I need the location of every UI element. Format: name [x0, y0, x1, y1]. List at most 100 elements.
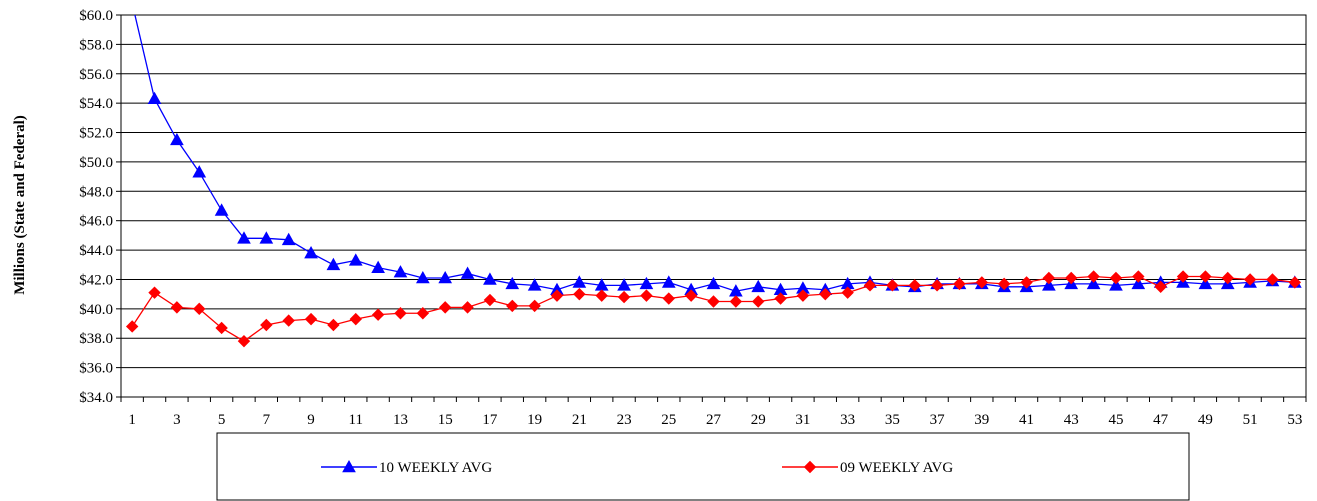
y-tick-label: $60.0 [79, 8, 113, 24]
y-tick-label: $52.0 [79, 126, 113, 142]
y-tick-label: $46.0 [79, 214, 113, 230]
data-point [505, 276, 520, 290]
data-point [326, 257, 341, 271]
data-point [1132, 270, 1145, 283]
data-point [617, 278, 631, 291]
gridlines [116, 14, 1306, 398]
y-tick-label: $50.0 [79, 155, 113, 171]
x-tick-label: 45 [1108, 412, 1123, 428]
data-point [215, 321, 228, 335]
x-tick-label: 39 [974, 412, 989, 428]
data-point [729, 295, 743, 308]
data-point [1288, 276, 1302, 289]
legend-item: 10 WEEKLY AVG [321, 459, 492, 476]
data-point [148, 286, 161, 299]
data-point [460, 266, 475, 279]
legend-items: 10 WEEKLY AVG 09 WEEKLY AVG [321, 459, 953, 476]
data-point [193, 302, 206, 316]
data-point [415, 270, 430, 284]
y-tick-labels: $34.0 $36.0 $38.0 $40.0 $42.0 $44.0 $46.0 $48.0… [79, 8, 113, 406]
data-point [930, 279, 944, 292]
y-tick-label: $38.0 [79, 331, 113, 347]
y-tick-label: $54.0 [79, 96, 113, 112]
x-tick-label: 43 [1064, 412, 1079, 428]
x-tick-label: 11 [349, 412, 363, 428]
x-tick-label: 19 [527, 412, 542, 428]
data-point [1086, 276, 1101, 290]
data-point [304, 245, 318, 259]
data-point [304, 312, 318, 326]
x-tick-label: 5 [218, 412, 226, 428]
data-point [997, 277, 1011, 291]
data-point [617, 290, 631, 304]
data-point [393, 265, 408, 278]
data-point [438, 301, 452, 314]
data-point [506, 299, 519, 313]
data-point [1176, 270, 1190, 283]
data-point [147, 91, 162, 105]
y-tick-label: $36.0 [79, 361, 113, 377]
data-point [1199, 270, 1212, 283]
x-tick-label: 7 [263, 412, 271, 428]
data-point [1131, 276, 1146, 290]
x-tick-label: 27 [706, 412, 722, 428]
data-point [662, 292, 675, 305]
data-point [416, 307, 430, 320]
data-point [1065, 271, 1078, 285]
data-point [259, 231, 274, 244]
legend-marker [342, 459, 356, 473]
data-point [572, 275, 587, 288]
legend-box [216, 432, 1190, 501]
y-tick-label: $56.0 [79, 67, 113, 83]
data-point [1042, 278, 1056, 291]
x-tick-label: 47 [1153, 412, 1169, 428]
data-point [260, 318, 273, 332]
y-tick-label: $40.0 [79, 302, 113, 318]
y-tick-label: $58.0 [79, 37, 113, 53]
x-tick-label: 31 [795, 412, 810, 428]
data-point [349, 312, 362, 326]
plot-border [120, 14, 1307, 398]
data-point [661, 275, 676, 288]
data-point [438, 270, 453, 284]
y-axis-title: Millions (State and Federal) [12, 115, 28, 295]
data-point [282, 314, 295, 327]
x-tick-label: 25 [661, 412, 676, 428]
x-tick-label: 35 [885, 412, 900, 428]
data-point [1221, 271, 1234, 285]
data-point [841, 286, 854, 299]
data-point [595, 289, 608, 302]
data-point [192, 165, 207, 178]
x-tick-label: 37 [930, 412, 946, 428]
data-point [953, 277, 966, 291]
x-tick-label: 17 [482, 412, 498, 428]
data-point [639, 276, 654, 290]
data-point [214, 203, 229, 216]
x-tick-label: 13 [393, 412, 408, 428]
data-point [327, 318, 340, 332]
legend-item: 09 WEEKLY AVG [782, 460, 953, 476]
data-point [550, 289, 564, 302]
data-point [886, 279, 899, 292]
x-tick-label: 23 [617, 412, 632, 428]
y-tick-label: $44.0 [79, 243, 113, 259]
legend-label: 10 WEEKLY AVG [379, 460, 492, 476]
x-tick-label: 29 [751, 412, 766, 428]
x-tick-label: 9 [307, 412, 315, 428]
x-tick-label: 3 [173, 412, 181, 428]
data-point [461, 301, 474, 314]
data-point [237, 231, 251, 244]
x-tick-label: 15 [438, 412, 453, 428]
data-point [237, 334, 251, 348]
data-point [528, 299, 541, 313]
legend-marker [803, 460, 817, 474]
data-point [819, 287, 832, 301]
series [125, 15, 1302, 348]
legend: 10 WEEKLY AVG 09 WEEKLY AVG [216, 432, 1190, 501]
data-point [125, 320, 139, 333]
data-point [908, 279, 921, 292]
data-point [751, 279, 766, 293]
data-point [752, 295, 765, 308]
data-point [774, 292, 787, 305]
